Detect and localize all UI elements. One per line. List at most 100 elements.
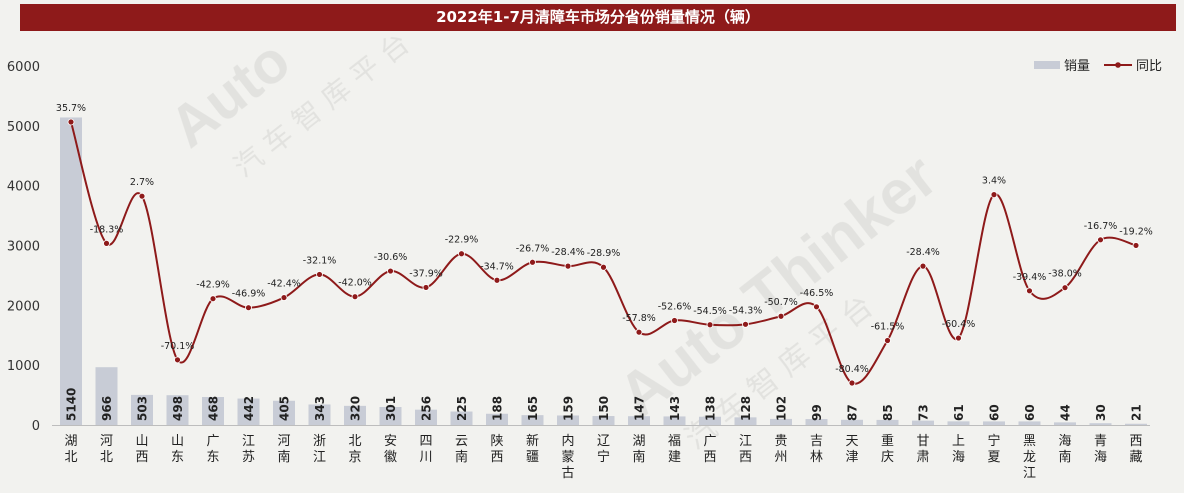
- yoy-value-label: -42.0%: [338, 278, 372, 289]
- yoy-point: [848, 379, 856, 387]
- chart-title: 2022年1-7月清障车市场分省份销量情况（辆）: [20, 4, 1176, 31]
- bar-value-label: 85: [881, 404, 895, 421]
- yoy-value-label: -39.4%: [1013, 272, 1047, 283]
- y-tick-label: 6000: [7, 60, 40, 75]
- yoy-labels: 35.7% -18.3% 2.7% -70.1% -42.9%-46.9%-42.4% -…: [56, 103, 1153, 375]
- bar: [202, 396, 224, 425]
- bar: [1089, 423, 1112, 425]
- y-tick-label: 0: [32, 419, 40, 434]
- yoy-point: [1097, 236, 1104, 244]
- yoy-value-label: -46.9%: [232, 289, 266, 300]
- x-tick-label: 天津: [845, 434, 858, 465]
- bar-value-label: 143: [668, 396, 682, 421]
- bar: [1018, 421, 1041, 425]
- bar-value-label: 99: [810, 404, 824, 421]
- yoy-value-label: 2.7%: [130, 177, 154, 188]
- yoy-value-label: -22.9%: [445, 235, 479, 246]
- bar: [841, 419, 863, 425]
- bar: [557, 415, 579, 425]
- bar: [308, 404, 331, 425]
- yoy-value-label: -19.2%: [1119, 226, 1153, 237]
- bar: [521, 415, 544, 425]
- y-tick-label: 3000: [7, 240, 40, 255]
- bar: [983, 421, 1005, 425]
- yoy-point: [706, 321, 714, 329]
- yoy-value-label: -50.7%: [764, 297, 798, 308]
- bar: [947, 421, 970, 425]
- y-axis: 0 1000 2000 3000 4000 5000 6000: [7, 60, 1150, 434]
- x-tick-label: 北京: [348, 434, 361, 465]
- legend-label-sales: 销量: [1064, 59, 1090, 74]
- yoy-value-label: -26.7%: [516, 243, 550, 254]
- yoy-value-label: -28.9%: [587, 248, 621, 259]
- bar-value-label: 60: [1023, 404, 1037, 421]
- bar-value-label: 165: [526, 396, 540, 421]
- yoy-value-label: -80.4%: [835, 364, 869, 375]
- bar: [1054, 422, 1076, 425]
- bar: [273, 400, 295, 425]
- yoy-point: [316, 271, 323, 278]
- bar: [805, 419, 828, 425]
- bar-value-label: 102: [775, 396, 789, 421]
- x-tick-label: 云南: [455, 434, 468, 465]
- yoy-value-label: -18.3%: [90, 224, 124, 235]
- bar: [592, 416, 615, 425]
- yoy-value-label: -54.5%: [693, 306, 727, 317]
- bar: [770, 418, 792, 425]
- yoy-point: [742, 320, 749, 328]
- bar-value-label: 128: [739, 396, 753, 421]
- bar-series: [60, 117, 1147, 425]
- yoy-point: [458, 250, 465, 258]
- yoy-point: [635, 328, 643, 336]
- yoy-point: [529, 258, 536, 266]
- yoy-value-label: -57.8%: [622, 313, 656, 324]
- yoy-point: [280, 294, 288, 301]
- y-tick-label: 2000: [7, 299, 40, 314]
- bar: [344, 405, 366, 425]
- x-tick-label: 青海: [1094, 434, 1107, 465]
- yoy-value-label: -42.4%: [267, 279, 301, 290]
- bar: [628, 416, 650, 425]
- yoy-point: [422, 284, 430, 291]
- x-tick-label: 山西: [135, 434, 148, 465]
- x-tick-label: 辽宁: [597, 434, 610, 465]
- yoy-point: [955, 334, 962, 342]
- yoy-value-label: 35.7%: [56, 103, 86, 114]
- bar-value-label: 138: [704, 396, 718, 421]
- yoy-point: [1061, 284, 1069, 292]
- bar-value-label: 30: [1094, 404, 1108, 421]
- x-tick-label: 福建: [668, 434, 681, 465]
- yoy-value-label: -61.5%: [871, 322, 905, 333]
- yoy-value-label: -38.0%: [1048, 269, 1082, 280]
- yoy-value-label: -52.6%: [658, 302, 692, 313]
- x-tick-label: 黑龙江: [1023, 434, 1036, 481]
- bar-value-label: 301: [384, 396, 398, 421]
- yoy-point: [174, 356, 181, 364]
- bar: [95, 367, 118, 425]
- bar-value-label: 405: [278, 396, 292, 421]
- yoy-value-label: -37.9%: [409, 268, 443, 279]
- bar-value-label: 188: [491, 396, 505, 421]
- bar-value-label: 256: [420, 396, 434, 421]
- bar: [699, 416, 721, 425]
- y-tick-label: 4000: [7, 180, 40, 195]
- yoy-point: [209, 295, 217, 303]
- legend: 销量 同比: [1034, 59, 1162, 74]
- yoy-value-label: -34.7%: [480, 261, 514, 272]
- x-tick-label: 河南: [277, 434, 290, 465]
- x-tick-label: 安徽: [384, 434, 397, 465]
- bar: [379, 406, 402, 425]
- bar-value-label: 73: [917, 404, 931, 421]
- bar-value-label: 159: [562, 396, 576, 421]
- yoy-value-label: 3.4%: [982, 176, 1006, 187]
- yoy-point: [387, 267, 394, 275]
- yoy-point: [1132, 242, 1140, 249]
- bar: [450, 411, 473, 425]
- x-tick-label: 新疆: [526, 433, 539, 465]
- yoy-point: [67, 118, 75, 126]
- yoy-value-label: -42.9%: [196, 280, 230, 291]
- yoy-point: [351, 293, 359, 301]
- y-tick-label: 5000: [7, 120, 40, 135]
- bar: [663, 416, 686, 425]
- bar: [486, 413, 508, 425]
